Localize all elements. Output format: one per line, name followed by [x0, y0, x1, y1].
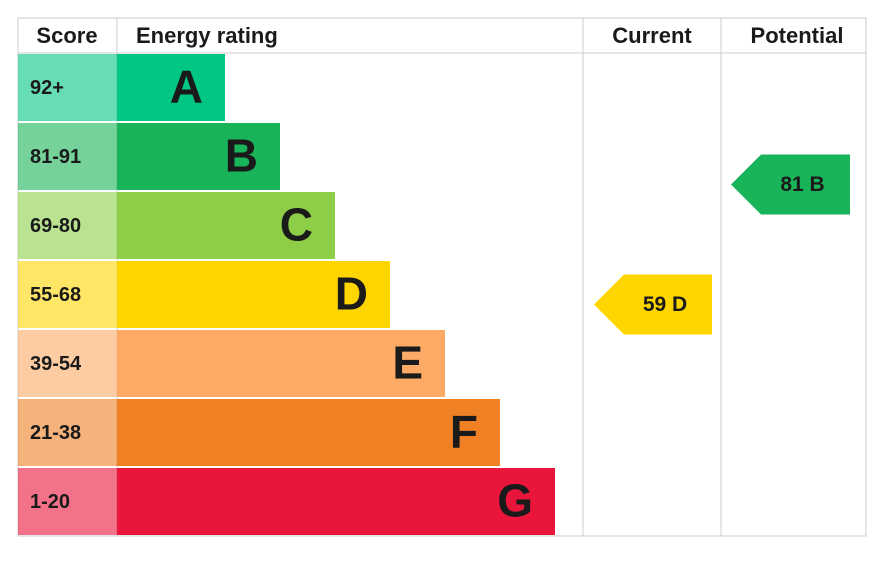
band-bar [117, 330, 445, 397]
band-letter: A [170, 61, 203, 113]
band-letter: D [335, 268, 368, 320]
score-range: 21-38 [30, 422, 81, 444]
band-bar [117, 261, 390, 328]
score-range: 39-54 [30, 353, 82, 375]
band-bar [117, 192, 335, 259]
score-cell [18, 261, 117, 328]
band-letter: E [392, 337, 423, 389]
score-cell [18, 54, 117, 121]
score-range: 92+ [30, 77, 64, 99]
header-potential: Potential [751, 23, 844, 48]
current-arrow [594, 274, 712, 335]
score-cell [18, 192, 117, 259]
potential-arrow [731, 154, 850, 215]
band-bar [117, 468, 555, 535]
score-range: 81-91 [30, 146, 81, 168]
score-cell [18, 123, 117, 190]
band-letter: C [280, 199, 313, 251]
header-score: Score [36, 23, 97, 48]
score-range: 69-80 [30, 215, 81, 237]
potential-label: 81 B [780, 173, 824, 196]
header-energy-rating: Energy rating [136, 23, 278, 48]
score-cell [18, 468, 117, 535]
current-label: 59 D [643, 293, 687, 316]
band-bar [117, 123, 280, 190]
score-range: 55-68 [30, 284, 81, 306]
score-cell [18, 399, 117, 466]
score-range: 1-20 [30, 491, 70, 513]
header-current: Current [612, 23, 692, 48]
band-bar [117, 399, 500, 466]
score-cell [18, 330, 117, 397]
band-bar [117, 54, 225, 121]
band-letter: G [497, 475, 533, 527]
band-letter: F [450, 406, 478, 458]
band-letter: B [225, 130, 258, 182]
